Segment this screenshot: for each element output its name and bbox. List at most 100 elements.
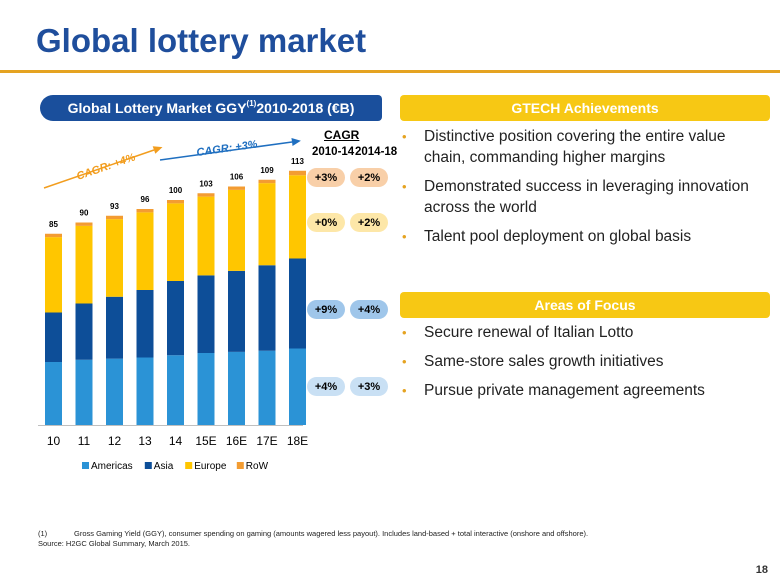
page-title: Global lottery market	[36, 22, 367, 59]
legend-label-americas: Americas	[91, 461, 133, 472]
title-divider	[0, 70, 780, 73]
cagr-row-2010-14: +3%	[307, 168, 345, 187]
cagr-asia-2014-18: +4%	[350, 300, 388, 319]
cagr-col-2010-14: 2010-14	[312, 146, 355, 158]
x-tick-15E: 15E	[195, 434, 216, 448]
x-tick-10: 10	[47, 434, 61, 448]
bar-americas-17E	[258, 350, 276, 425]
bar-asia-15E	[197, 275, 215, 353]
bar-europe-10	[45, 237, 62, 313]
bar-asia-17E	[258, 265, 276, 351]
chart-header-sup: (1)	[246, 98, 257, 108]
bar-asia-13	[136, 290, 154, 358]
list-item: • Secure renewal of Italian Lotto	[402, 324, 634, 341]
x-tick-12: 12	[108, 434, 122, 448]
x-tick-14: 14	[169, 434, 183, 448]
list-item: • Talent pool deployment on global basis	[402, 228, 692, 245]
legend-label-asia: Asia	[154, 461, 174, 472]
list-item: • Same-store sales growth initiatives	[402, 353, 664, 370]
footnote-text: Gross Gaming Yield (GGY), consumer spend…	[74, 529, 589, 538]
bar-row-16E	[228, 186, 245, 190]
bar-row-13	[136, 209, 154, 213]
cagr-asia-2010-14: +9%	[307, 300, 345, 319]
bar-europe-12	[106, 219, 123, 297]
bar-europe-18E	[289, 175, 306, 259]
bar-europe-17E	[258, 183, 276, 266]
x-tick-18E: 18E	[287, 434, 308, 448]
data-label-17E: 109	[260, 166, 274, 175]
bar-europe-13	[136, 212, 154, 290]
legend-swatch-row	[236, 462, 244, 469]
list-item: • Pursue private management agreements	[402, 382, 705, 399]
bar-americas-10	[45, 362, 62, 425]
bar-row-15E	[197, 193, 215, 197]
bullet-icon: •	[402, 229, 407, 244]
bar-asia-12	[106, 296, 123, 359]
bar-americas-11	[75, 359, 93, 425]
cagr-title: CAGR	[324, 128, 360, 142]
data-label-11: 90	[80, 209, 89, 218]
bar-europe-16E	[228, 189, 245, 271]
data-label-18E: 113	[291, 157, 304, 166]
cagr-col-2014-18: 2014-18	[355, 146, 398, 158]
gtech-achievements-header: GTECH Achievements	[400, 95, 770, 121]
footnote-number: (1)	[38, 529, 48, 538]
x-tick-13: 13	[138, 434, 152, 448]
data-label-12: 93	[110, 202, 119, 211]
bar-asia-14	[167, 281, 184, 356]
bar-asia-18E	[289, 258, 306, 349]
bar-americas-13	[136, 357, 154, 425]
bar-row-11	[75, 222, 93, 226]
legend-swatch-asia	[144, 462, 152, 469]
bar-row-17E	[258, 179, 276, 184]
footnote: (1) Gross Gaming Yield (GGY), consumer sp…	[38, 529, 588, 549]
chart-header-main: Global Lottery Market GGY	[67, 100, 247, 116]
cagr-arrowhead-2014-18	[291, 138, 301, 146]
cagr-americas-2014-18: +3%	[350, 377, 388, 396]
data-label-10: 85	[49, 220, 58, 229]
footnote-source: Source: H2GC Global Summary, March 2015.	[38, 539, 191, 548]
x-tick-17E: 17E	[256, 434, 277, 448]
chart-header-tail: 2010-2018 (€B)	[256, 100, 355, 116]
bar-americas-16E	[228, 351, 245, 425]
cagr-annotation-2014-18: CAGR: +3%	[196, 139, 259, 159]
data-label-13: 96	[141, 195, 150, 204]
x-tick-11: 11	[78, 434, 91, 448]
list-item: • Distinctive position covering the entir…	[402, 128, 726, 166]
bar-europe-15E	[197, 196, 215, 276]
cagr-americas-2010-14: +4%	[307, 377, 345, 396]
list-item: • Demonstrated success in leveraging inno…	[402, 178, 749, 216]
bullet-icon: •	[402, 383, 407, 398]
cagr-europe-2010-14: +0%	[307, 213, 345, 232]
bar-europe-14	[167, 203, 184, 281]
bar-europe-11	[75, 225, 93, 304]
legend-label-europe: Europe	[194, 461, 227, 472]
bar-asia-16E	[228, 270, 245, 352]
cagr-arrow-2014-18	[159, 141, 293, 161]
chart-header: Global Lottery Market GGY (1) 2010-2018 (…	[40, 95, 382, 121]
bar-row-14	[167, 200, 184, 204]
legend-swatch-europe	[185, 462, 193, 469]
data-label-16E: 106	[230, 173, 244, 182]
legend-swatch-americas	[82, 462, 89, 469]
cagr-europe-2014-18: +2%	[350, 213, 388, 232]
bar-asia-10	[45, 312, 62, 362]
cagr-arrow-2010-14	[43, 149, 155, 189]
data-label-15E: 103	[199, 179, 213, 188]
bar-row-18E	[289, 170, 306, 176]
bar-asia-11	[75, 303, 93, 360]
bar-americas-18E	[289, 348, 306, 425]
bullet-icon: •	[402, 129, 407, 144]
bar-americas-12	[106, 358, 123, 425]
data-label-14: 100	[169, 186, 183, 195]
bar-row-12	[106, 215, 123, 220]
x-tick-16E: 16E	[226, 434, 247, 448]
bullet-icon: •	[402, 179, 407, 194]
gtech-achievements-list: • Distinctive position covering the entir…	[400, 126, 770, 255]
areas-of-focus-header: Areas of Focus	[400, 292, 770, 318]
cagr-arrowhead-2010-14	[152, 146, 163, 154]
areas-of-focus-list: • Secure renewal of Italian Lotto • Same-s…	[400, 322, 770, 409]
bar-americas-14	[167, 355, 184, 425]
cagr-row-2014-18: +2%	[350, 168, 388, 187]
